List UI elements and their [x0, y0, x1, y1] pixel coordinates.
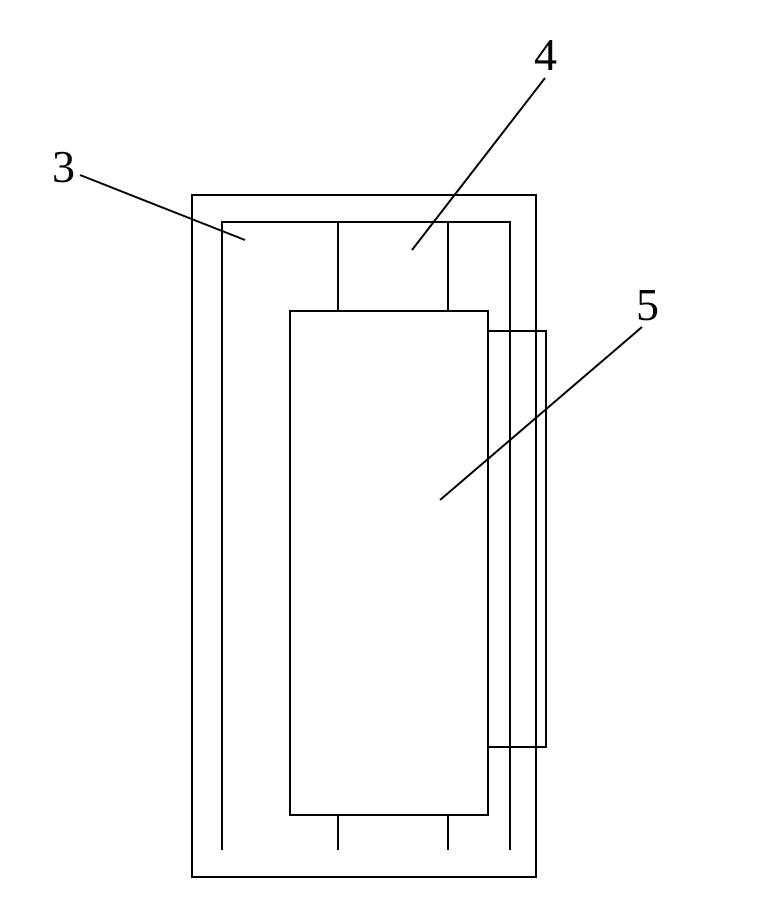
- callout-label-5: 5: [636, 278, 659, 331]
- technical-diagram: [0, 0, 782, 910]
- callout-label-3: 3: [52, 140, 75, 193]
- callout-label-4: 4: [534, 28, 557, 81]
